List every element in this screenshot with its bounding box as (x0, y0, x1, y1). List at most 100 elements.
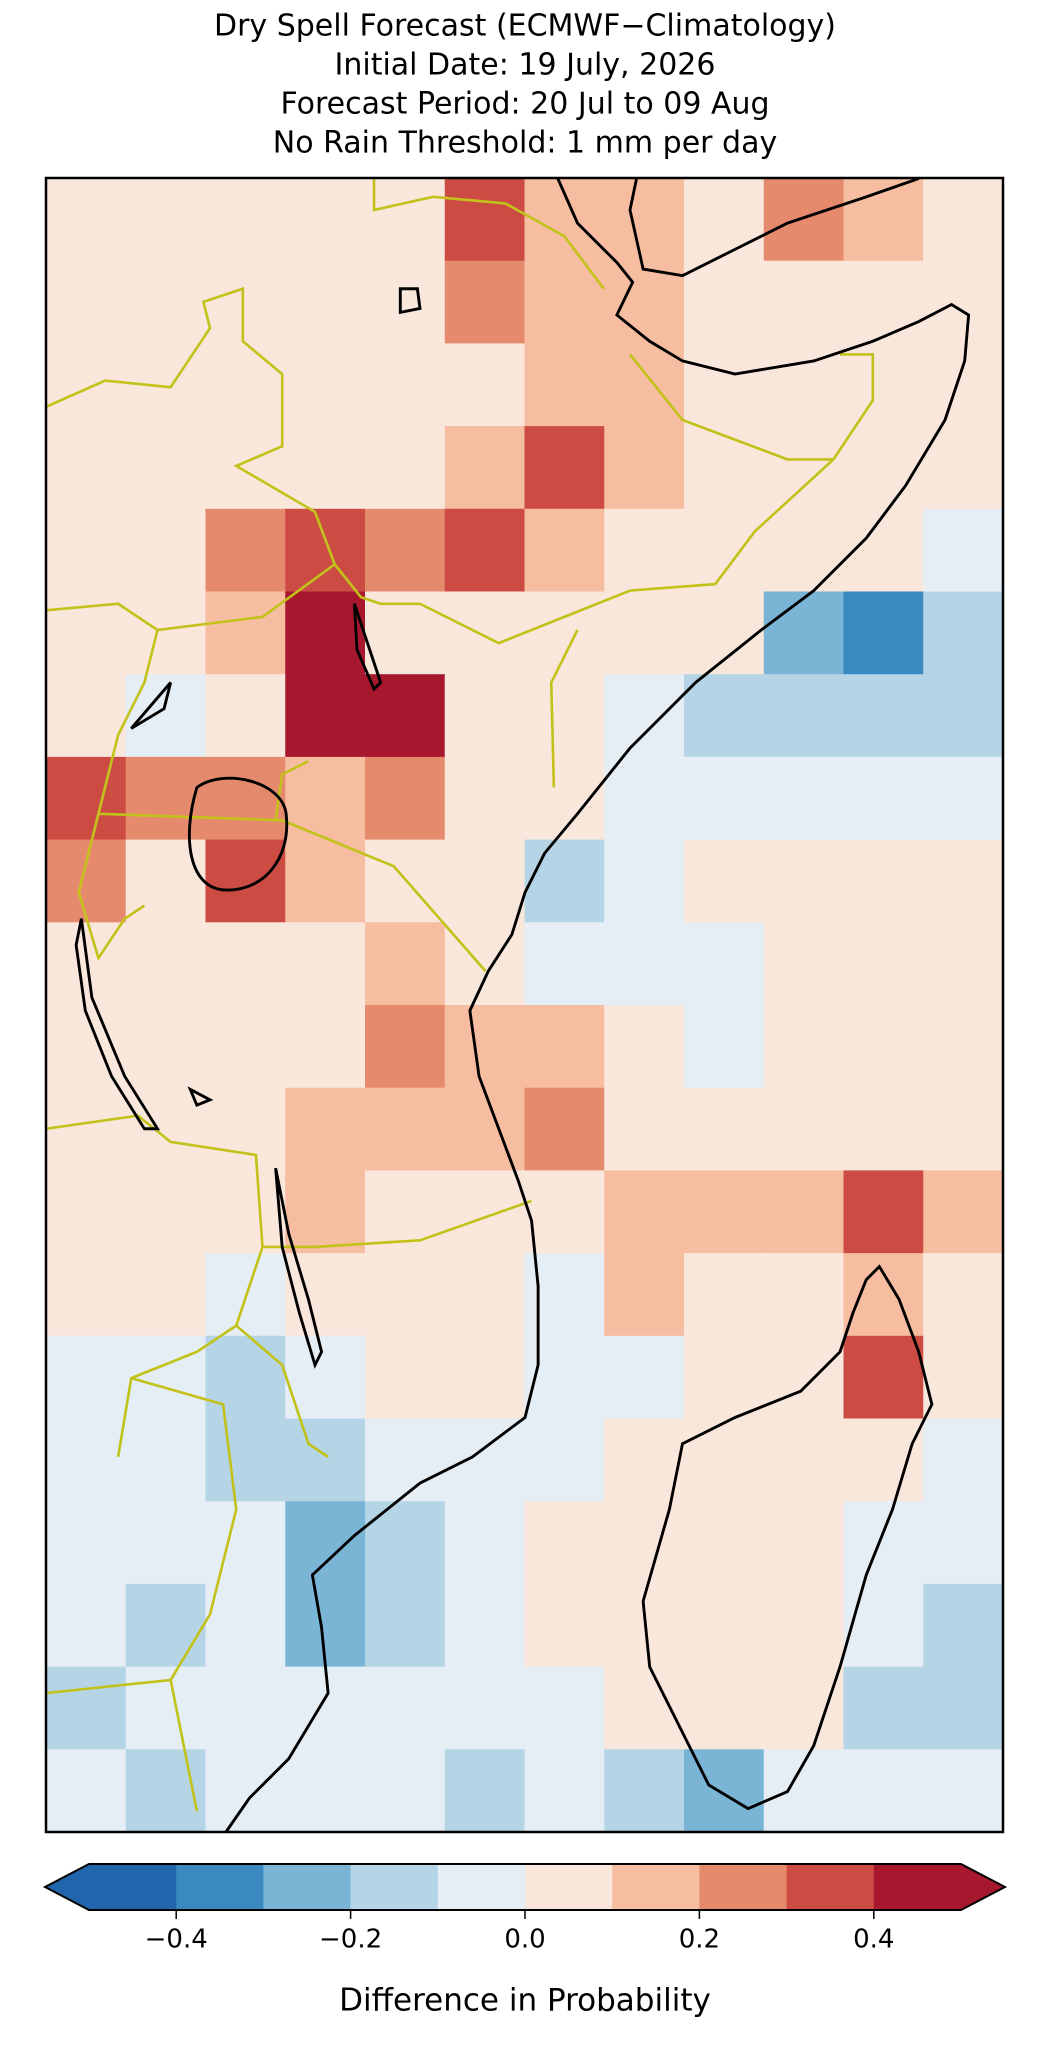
cell (444, 426, 525, 510)
cell (684, 1583, 765, 1668)
madagascar-coast (641, 1264, 934, 1811)
cell (604, 178, 685, 262)
colorbar-segment (525, 1864, 613, 1910)
cell (923, 1087, 1004, 1171)
cell (923, 1501, 1004, 1585)
cell (205, 756, 286, 841)
cell (684, 508, 765, 592)
cell (444, 1170, 525, 1254)
cell (604, 1005, 685, 1089)
cell (763, 1666, 844, 1750)
cell (444, 1583, 525, 1668)
cell (524, 674, 605, 758)
cell (444, 1501, 525, 1585)
cell (125, 178, 206, 262)
cell (763, 343, 844, 427)
cell (923, 343, 1004, 427)
cell (843, 260, 924, 344)
cell (763, 1335, 844, 1419)
cell (604, 1253, 685, 1337)
cell (444, 1666, 525, 1750)
cell (843, 1253, 924, 1337)
cell (444, 1087, 525, 1171)
titles: Dry Spell Forecast (ECMWF−Climatology) In… (214, 9, 836, 161)
cell (46, 1666, 127, 1750)
colorbar: −0.4 −0.2 0.0 0.2 0.4 (42, 1863, 1008, 1955)
cell (125, 922, 206, 1006)
cell (125, 1666, 206, 1750)
cell (843, 839, 924, 923)
cell (684, 1501, 765, 1585)
cell (205, 1335, 286, 1419)
cell (843, 1583, 924, 1668)
cell (684, 1253, 765, 1337)
cell (205, 426, 286, 510)
cell (46, 1501, 127, 1585)
cell (684, 756, 765, 841)
cell (205, 1666, 286, 1750)
geography (45, 177, 971, 1834)
cell (763, 508, 844, 592)
cell (365, 343, 446, 427)
cell (684, 426, 765, 510)
cell (524, 1005, 605, 1089)
cell (923, 1335, 1004, 1419)
cell (444, 674, 525, 758)
cell (763, 1253, 844, 1337)
cell (365, 1170, 446, 1254)
colorbar-segment (89, 1864, 177, 1910)
colorbar-segment (873, 1864, 962, 1910)
cell (125, 508, 206, 592)
cell (125, 1005, 206, 1089)
cell (763, 1418, 844, 1502)
cell (524, 1666, 605, 1750)
cell (684, 1170, 765, 1254)
cell (125, 426, 206, 510)
cell (365, 1418, 446, 1502)
cell (843, 426, 924, 510)
colorbar-extend-max (961, 1864, 1005, 1910)
cell (205, 674, 286, 758)
cell (444, 839, 525, 923)
cell (763, 426, 844, 510)
chart-title: No Rain Threshold: 1 mm per day (273, 126, 777, 161)
cell (604, 1501, 685, 1585)
cell (763, 260, 844, 344)
cell (205, 508, 286, 592)
cell (763, 1170, 844, 1254)
cell (46, 839, 127, 923)
cell (923, 756, 1004, 841)
cell (763, 1005, 844, 1089)
country-borders (45, 178, 875, 1812)
cell (923, 922, 1004, 1006)
cell (524, 1501, 605, 1585)
cell (923, 1253, 1004, 1337)
cell (46, 756, 127, 841)
colorbar-tick-label: 0.0 (504, 1925, 545, 1955)
cell (684, 178, 765, 262)
cell (365, 508, 446, 592)
chart-title: Dry Spell Forecast (ECMWF−Climatology) (214, 9, 836, 44)
cell (444, 260, 525, 344)
cell (763, 1087, 844, 1171)
coastline (628, 177, 920, 278)
cell (763, 839, 844, 923)
cell (285, 1666, 366, 1750)
cell (444, 1005, 525, 1089)
cell (285, 1501, 366, 1585)
cell (923, 591, 1004, 675)
cell (843, 1501, 924, 1585)
cell (843, 1170, 924, 1254)
colorbar-tick-label: −0.2 (319, 1925, 382, 1955)
cell (46, 1335, 127, 1419)
colorbar-segment (437, 1864, 526, 1910)
cell (285, 1170, 366, 1254)
cell (684, 1087, 765, 1171)
cell (205, 922, 286, 1006)
cell (365, 1335, 446, 1419)
cell (843, 1335, 924, 1419)
cell (604, 508, 685, 592)
cell (843, 1005, 924, 1089)
cell (923, 178, 1004, 262)
